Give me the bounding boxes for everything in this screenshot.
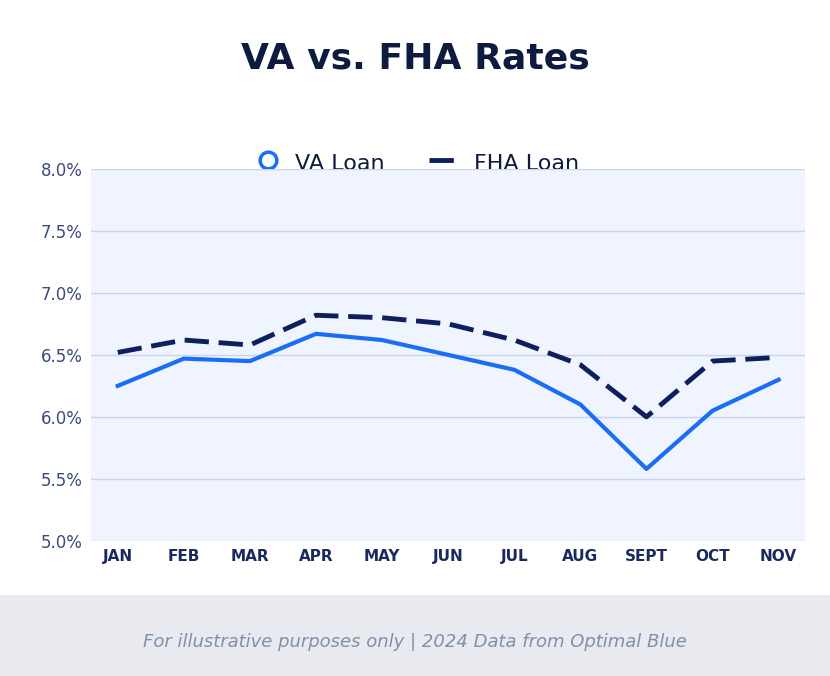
Text: For illustrative purposes only | 2024 Data from Optimal Blue: For illustrative purposes only | 2024 Da… (143, 633, 687, 651)
Legend: VA Loan, FHA Loan: VA Loan, FHA Loan (242, 142, 588, 183)
Text: VA vs. FHA Rates: VA vs. FHA Rates (241, 42, 589, 76)
